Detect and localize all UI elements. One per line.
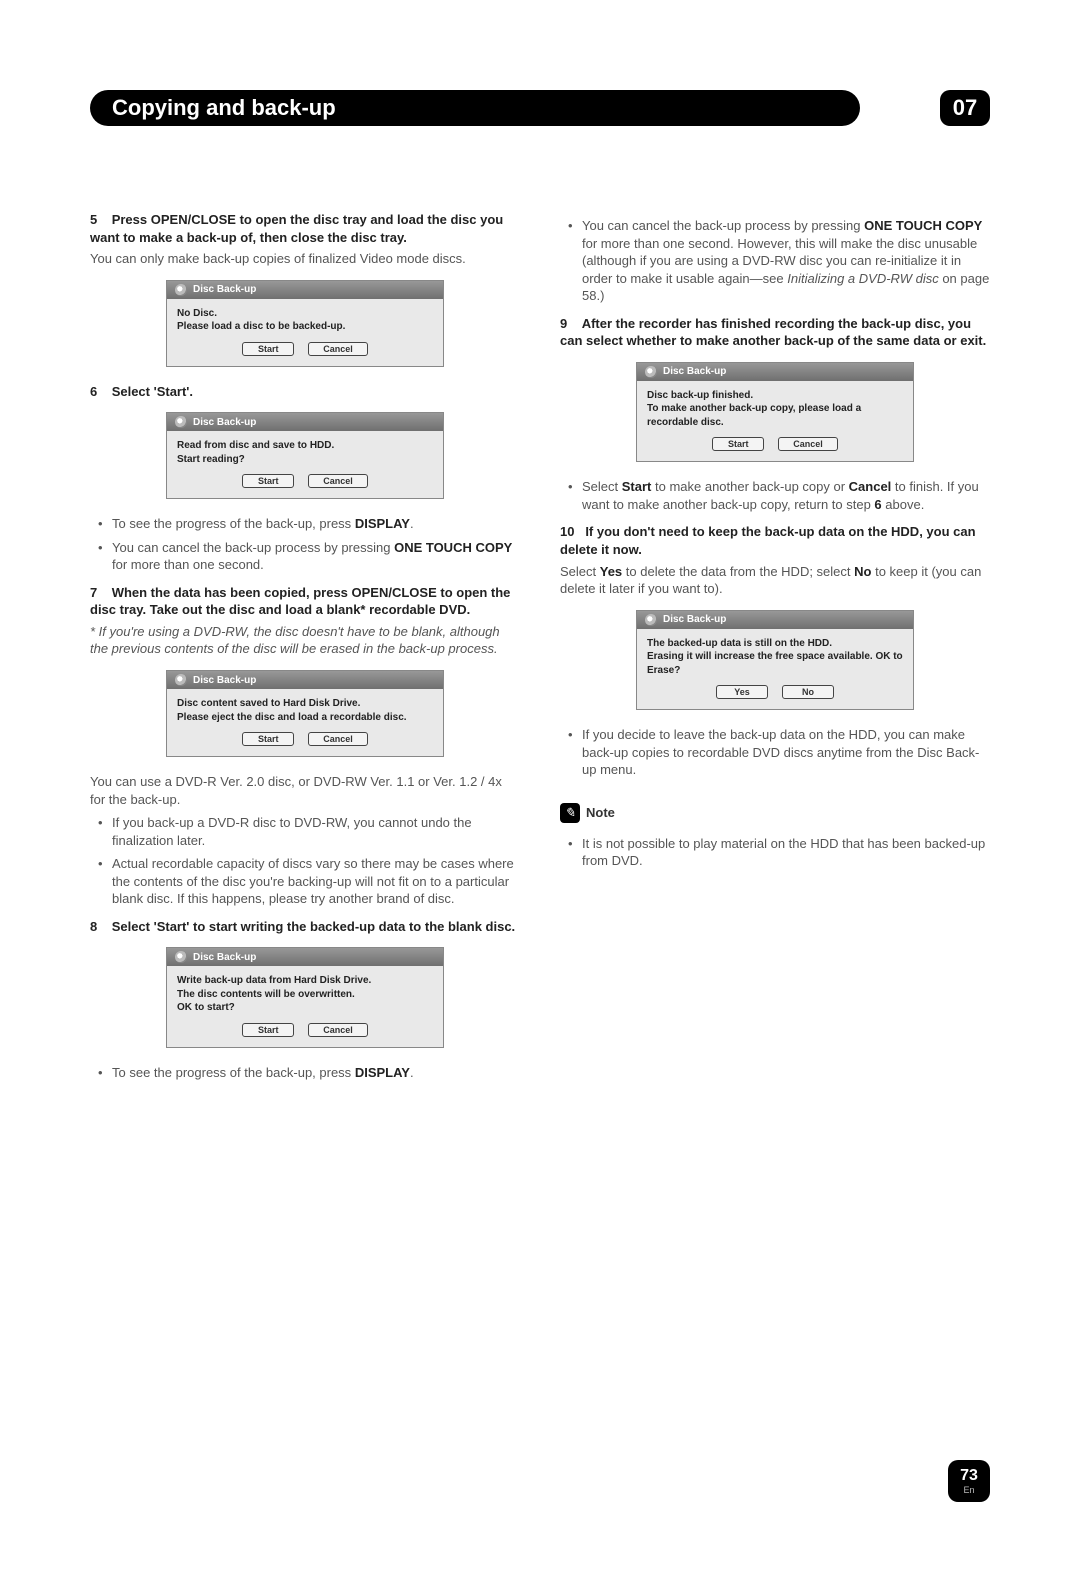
bullet: Select Start to make another back-up cop… [560, 478, 990, 513]
dialog-title: Disc Back-up [167, 671, 443, 689]
step-8-head: 8 Select 'Start' to start writing the ba… [90, 918, 520, 936]
step-7-head: 7 When the data has been copied, press O… [90, 584, 520, 619]
post-step-7: You can use a DVD-R Ver. 2.0 disc, or DV… [90, 773, 520, 808]
bullet: To see the progress of the back-up, pres… [90, 515, 520, 533]
left-column: 5 Press OPEN/CLOSE to open the disc tray… [90, 211, 520, 1091]
page-language: En [963, 1486, 974, 1495]
step-6-head: 6 Select 'Start'. [90, 383, 520, 401]
step-10-head: 10 If you don't need to keep the back-up… [560, 523, 990, 558]
dialog-backup-finished: Disc Back-up Disc back-up finished. To m… [636, 362, 914, 463]
dialog-content-saved: Disc Back-up Disc content saved to Hard … [166, 670, 444, 757]
disc-icon [175, 674, 187, 686]
step-5-head: 5 Press OPEN/CLOSE to open the disc tray… [90, 211, 520, 246]
step-7-note: * If you're using a DVD-RW, the disc doe… [90, 623, 520, 658]
no-button[interactable]: No [782, 685, 834, 699]
start-button[interactable]: Start [242, 342, 294, 356]
dialog-no-disc: Disc Back-up No Disc. Please load a disc… [166, 280, 444, 367]
page-number: 73 [960, 1468, 978, 1484]
dialog-title: Disc Back-up [167, 948, 443, 966]
start-button[interactable]: Start [242, 474, 294, 488]
dialog-title: Disc Back-up [637, 611, 913, 629]
yes-button[interactable]: Yes [716, 685, 768, 699]
start-button[interactable]: Start [712, 437, 764, 451]
disc-icon [175, 416, 187, 428]
section-title: Copying and back-up [90, 90, 860, 126]
cancel-button[interactable]: Cancel [308, 732, 368, 746]
note-header: ✎ Note [560, 803, 615, 823]
pencil-icon: ✎ [560, 803, 580, 823]
bullet: If you back-up a DVD-R disc to DVD-RW, y… [90, 814, 520, 849]
chapter-number: 07 [940, 90, 990, 126]
dialog-title: Disc Back-up [167, 413, 443, 431]
disc-icon [645, 614, 657, 626]
dialog-start-reading: Disc Back-up Read from disc and save to … [166, 412, 444, 499]
step-10-body: Select Yes to delete the data from the H… [560, 563, 990, 598]
right-column: You can cancel the back-up process by pr… [560, 211, 990, 1091]
dialog-erase-data: Disc Back-up The backed-up data is still… [636, 610, 914, 711]
start-button[interactable]: Start [242, 1023, 294, 1037]
dialog-write-backup: Disc Back-up Write back-up data from Har… [166, 947, 444, 1048]
disc-icon [175, 951, 187, 963]
disc-icon [175, 284, 187, 296]
note-bullet: It is not possible to play material on t… [560, 835, 990, 870]
bullet: To see the progress of the back-up, pres… [90, 1064, 520, 1082]
cancel-button[interactable]: Cancel [308, 342, 368, 356]
step-9-head: 9 After the recorder has finished record… [560, 315, 990, 350]
bullet: You can cancel the back-up process by pr… [90, 539, 520, 574]
dialog-title: Disc Back-up [167, 281, 443, 299]
cancel-button[interactable]: Cancel [778, 437, 838, 451]
bullet: You can cancel the back-up process by pr… [560, 217, 990, 305]
cancel-button[interactable]: Cancel [308, 1023, 368, 1037]
start-button[interactable]: Start [242, 732, 294, 746]
dialog-title: Disc Back-up [637, 363, 913, 381]
bullet: Actual recordable capacity of discs vary… [90, 855, 520, 908]
step-5-body: You can only make back-up copies of fina… [90, 250, 520, 268]
disc-icon [645, 366, 657, 378]
bullet: If you decide to leave the back-up data … [560, 726, 990, 779]
page-number-box: 73 En [948, 1460, 990, 1502]
cancel-button[interactable]: Cancel [308, 474, 368, 488]
